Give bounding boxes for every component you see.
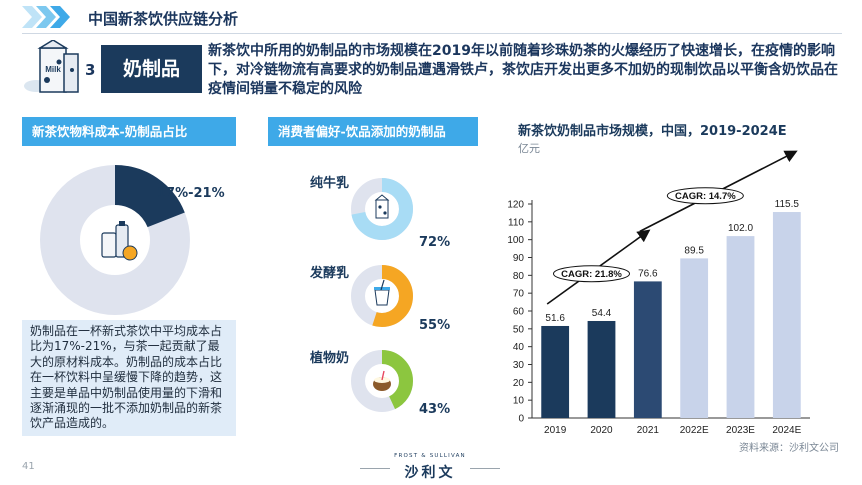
page-title: 中国新茶饮供应链分析	[88, 10, 239, 28]
y-tick-label: 70	[513, 289, 525, 300]
y-tick-label: 10	[513, 396, 525, 407]
bar-value-label: 54.4	[592, 308, 612, 319]
preference-arc-yogurt	[351, 265, 413, 327]
cagr-bubble	[666, 187, 744, 205]
preference-label-yogurt: 发酵乳	[310, 266, 350, 281]
preference-donut-milk	[351, 178, 413, 240]
bar	[587, 320, 616, 418]
section-title: 奶制品	[101, 45, 202, 93]
bar	[772, 212, 801, 418]
dairy-products-icon	[101, 221, 138, 261]
milk-bottle-icon: Milk	[24, 40, 79, 93]
donut-share-arc	[40, 165, 190, 315]
preference-arc-plant	[351, 350, 413, 412]
section-number: 3	[85, 61, 96, 79]
preference-label-milk: 纯牛乳	[310, 176, 350, 191]
bar-value-label: 76.6	[638, 268, 658, 279]
y-tick-label: 80	[513, 271, 525, 282]
y-tick-label: 60	[513, 307, 525, 318]
preference-donut-yogurt	[351, 265, 413, 327]
cagr-label: CAGR: 21.8%	[561, 269, 622, 280]
header-divider	[22, 33, 842, 34]
bar	[541, 325, 570, 418]
cost-share-note: 奶制品在一杯新式茶饮中平均成本占比为17%-21%，与茶一起贡献了最大的原材料成…	[22, 320, 236, 436]
y-tick-label: 90	[513, 253, 525, 264]
x-tick-label: 2019	[544, 425, 567, 436]
y-tick-label: 110	[508, 217, 524, 228]
preference-pct-yogurt: 55%	[419, 318, 451, 333]
cost-share-heading: 新茶饮物料成本-奶制品占比	[22, 117, 236, 146]
market-size-chart: 0 10 20 30 40 50 60 70 80 90 100 110 120 51.6 2019 54.4…	[507, 150, 810, 436]
brand-name-en: FROST & SULLIVAN	[394, 453, 466, 459]
x-tick-label: 2021	[637, 425, 660, 436]
x-tick-label: 2024E	[772, 425, 801, 436]
y-tick-label: 120	[507, 200, 524, 211]
y-tick-label: 20	[513, 378, 525, 389]
cost-share-label: 17%-21%	[157, 186, 225, 201]
y-tick-label: 30	[513, 360, 525, 371]
milk-carton-icon	[374, 194, 390, 219]
page-number: 41	[22, 461, 35, 472]
yogurt-cup-icon	[374, 279, 390, 306]
coconut-icon	[373, 370, 391, 391]
x-tick-label: 2023E	[726, 425, 755, 436]
header-chevron-icon	[22, 6, 70, 28]
bar	[680, 258, 709, 418]
bar-value-label: 102.0	[728, 223, 753, 234]
preference-pct-plant: 43%	[419, 402, 451, 417]
bar-value-label: 51.6	[545, 313, 565, 324]
preference-label-plant: 植物奶	[310, 351, 350, 366]
cost-share-donut	[40, 165, 190, 315]
cagr-bubble	[553, 265, 630, 283]
chart-title: 新茶饮奶制品市场规模，中国，2019-2024E	[518, 124, 787, 139]
chart-y-unit: 亿元	[518, 142, 540, 155]
y-tick-label: 40	[513, 342, 525, 353]
bar-value-label: 89.5	[684, 245, 704, 256]
cagr-label: CAGR: 14.7%	[675, 191, 736, 202]
section-intro: 新茶饮中所用的奶制品的市场规模在2019年以前随着珍珠奶茶的火爆经历了快速增长，…	[208, 43, 838, 97]
preference-donut-plant	[351, 350, 413, 412]
milk-icon-text: Milk	[45, 65, 61, 74]
source-note: 资料来源：沙利文公司	[739, 443, 839, 454]
y-tick-label: 0	[518, 414, 524, 425]
bar	[726, 236, 755, 418]
y-tick-label: 100	[507, 235, 524, 246]
bar-value-label: 115.5	[775, 199, 800, 210]
bar	[633, 281, 662, 418]
footer-divider-left	[360, 468, 390, 469]
y-tick-label: 50	[513, 324, 525, 335]
preference-pct-milk: 72%	[419, 235, 451, 250]
footer-divider-right	[470, 468, 500, 469]
brand-name-cn: 沙利文	[404, 465, 456, 481]
preference-heading: 消费者偏好-饮品添加的奶制品	[268, 117, 478, 146]
x-tick-label: 2020	[590, 425, 613, 436]
preference-arc-milk	[351, 178, 413, 240]
x-tick-label: 2022E	[680, 425, 709, 436]
